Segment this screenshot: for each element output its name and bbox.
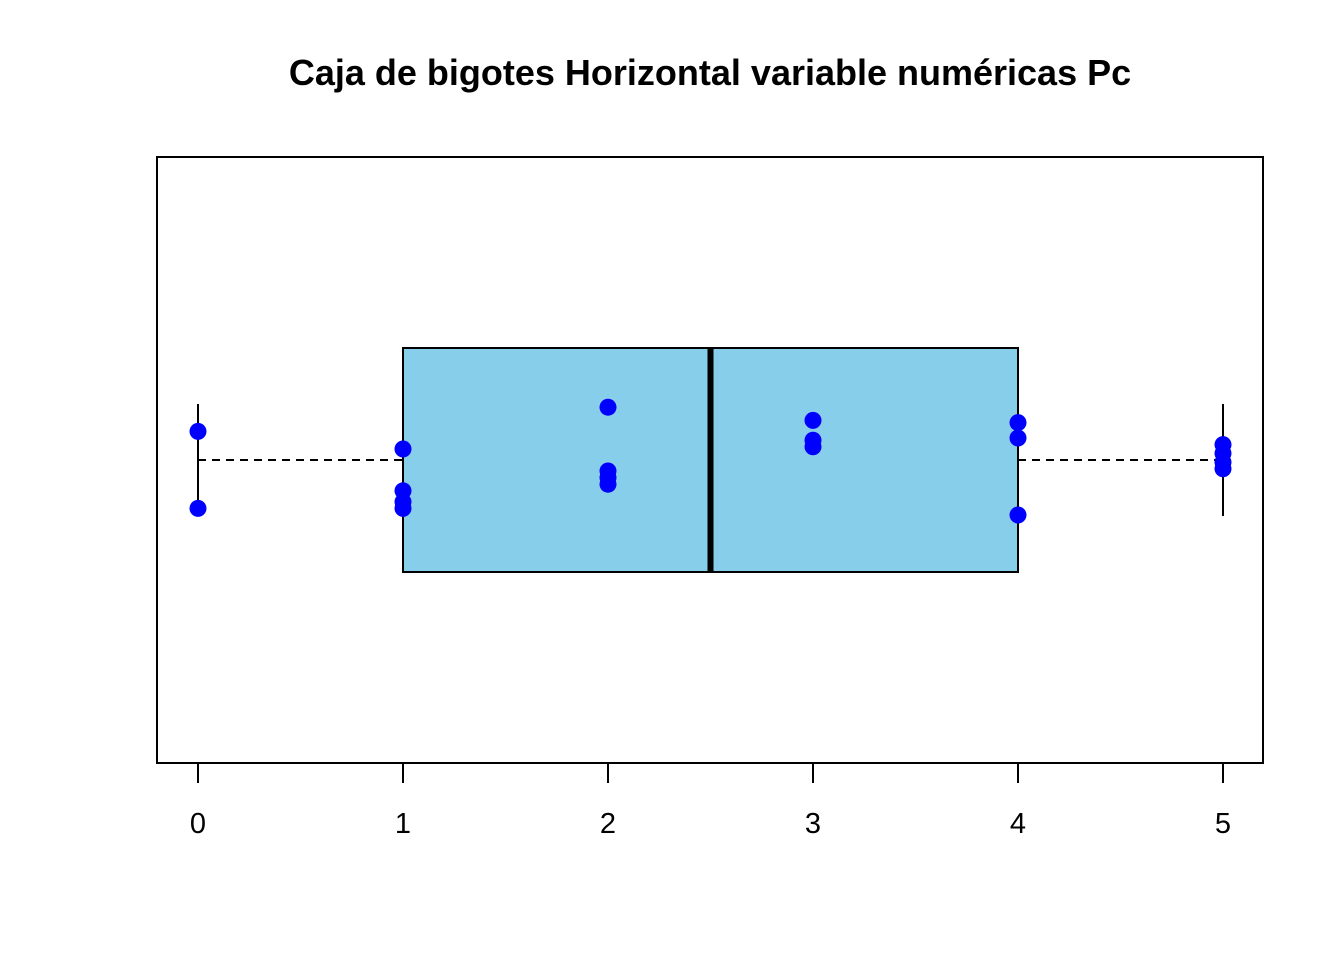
data-point	[394, 499, 412, 517]
data-points	[189, 398, 1232, 524]
data-point	[189, 422, 207, 440]
x-tick-label: 4	[1010, 808, 1026, 840]
data-point	[1009, 506, 1027, 524]
x-tick-label: 2	[600, 808, 616, 840]
data-point	[394, 440, 412, 458]
data-point	[599, 398, 617, 416]
x-tick-label: 0	[190, 808, 206, 840]
data-point	[1009, 429, 1027, 447]
data-point	[1009, 414, 1027, 432]
x-tick-label: 3	[805, 808, 821, 840]
data-point	[804, 411, 822, 429]
data-point	[189, 499, 207, 517]
box-group	[197, 347, 1224, 573]
x-tick-label: 1	[395, 808, 411, 840]
x-tick-label: 5	[1215, 808, 1231, 840]
data-point	[599, 475, 617, 493]
data-point	[804, 438, 822, 456]
chart-title: Caja de bigotes Horizontal variable numé…	[288, 52, 1132, 93]
x-axis: 0 1 2 3 4 5	[190, 762, 1231, 840]
data-point	[1214, 460, 1232, 478]
